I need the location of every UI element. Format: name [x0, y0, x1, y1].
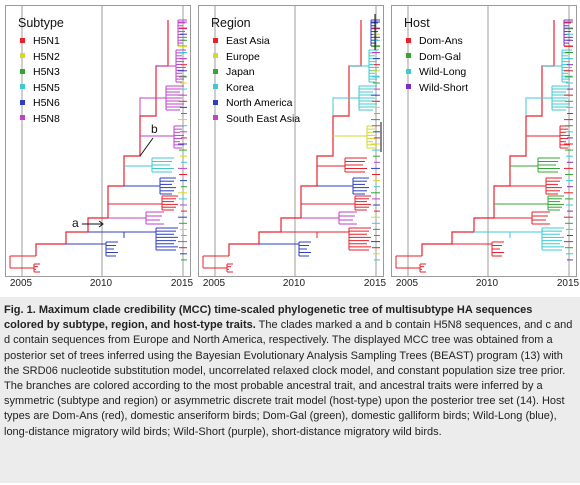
side-clade	[474, 231, 511, 238]
long-clade	[332, 97, 359, 116]
host-phylogenetic-tree	[395, 6, 573, 276]
legend-item-h5n5: H5N5	[20, 81, 60, 97]
legend-swatch	[20, 115, 25, 121]
legend-swatch	[406, 53, 411, 59]
legend-item-east-asia: East Asia	[213, 34, 300, 50]
subtype-tree-panel: Subtype H5N1 H5N2 H5N3 H5N5 H5N6 H5N8 b …	[5, 5, 191, 277]
figure-caption: Fig. 1. Maximum clade credibility (MCC) …	[0, 297, 580, 483]
legend-swatch	[406, 68, 411, 74]
tick-2015: 2015	[170, 278, 194, 289]
side-clade	[452, 243, 493, 250]
legend-item-wild-short: Wild-Short	[406, 81, 468, 97]
region-legend: East Asia Europe Japan Korea North Ameri…	[213, 34, 300, 127]
legend-swatch	[213, 84, 218, 90]
side-clade	[281, 231, 318, 238]
side-clade	[66, 243, 107, 250]
tree-backbone	[35, 20, 169, 256]
side-clade	[259, 243, 300, 250]
region-time-axis: 2005 2010 2015	[198, 278, 386, 292]
tick-2010: 2010	[282, 278, 306, 289]
legend-swatch	[20, 99, 25, 105]
host-panel-title: Host	[404, 16, 430, 30]
legend-swatch	[213, 99, 218, 105]
legend-swatch	[213, 68, 218, 74]
host-legend: Dom-Ans Dom-Gal Wild-Long Wild-Short	[406, 34, 468, 96]
legend-item-north-america: North America	[213, 96, 300, 112]
legend-item-dom-ans: Dom-Ans	[406, 34, 468, 50]
tree-backbone	[421, 20, 555, 256]
side-clade	[88, 231, 125, 238]
tree-backbone	[228, 20, 362, 256]
tick-2015: 2015	[363, 278, 387, 289]
legend-swatch	[213, 37, 218, 43]
legend-swatch	[213, 53, 218, 59]
legend-swatch	[406, 84, 411, 90]
legend-item-h5n3: H5N3	[20, 65, 60, 81]
region-phylogenetic-tree	[202, 6, 382, 276]
legend-item-south-east-asia: South East Asia	[213, 112, 300, 128]
legend-item-h5n1: H5N1	[20, 34, 60, 50]
region-tree-panel: Region East Asia Europe Japan Korea Nort…	[198, 5, 399, 277]
tick-2015: 2015	[556, 278, 580, 289]
tick-2010: 2010	[89, 278, 113, 289]
legend-swatch	[406, 37, 411, 43]
legend-swatch	[20, 53, 25, 59]
legend-swatch	[20, 84, 25, 90]
long-clade	[525, 97, 552, 116]
legend-item-europe: Europe	[213, 50, 300, 66]
legend-item-wild-long: Wild-Long	[406, 65, 468, 81]
subtype-phylogenetic-tree	[9, 6, 187, 276]
tick-2005: 2005	[202, 278, 226, 289]
subtype-panel-title: Subtype	[18, 16, 64, 30]
legend-item-h5n8: H5N8	[20, 112, 60, 128]
tick-2005: 2005	[9, 278, 33, 289]
region-panel-title: Region	[211, 16, 251, 30]
legend-item-h5n2: H5N2	[20, 50, 60, 66]
caption-body: The clades marked a and b contain H5N8 s…	[4, 319, 573, 438]
legend-item-h5n6: H5N6	[20, 96, 60, 112]
tick-2005: 2005	[395, 278, 419, 289]
legend-item-korea: Korea	[213, 81, 300, 97]
legend-swatch	[20, 68, 25, 74]
clade-a-arrowhead	[98, 220, 104, 228]
figure-1: Subtype H5N1 H5N2 H5N3 H5N5 H5N6 H5N8 b …	[5, 5, 579, 292]
legend-item-dom-gal: Dom-Gal	[406, 50, 468, 66]
long-clade	[139, 97, 166, 116]
subtype-legend: H5N1 H5N2 H5N3 H5N5 H5N6 H5N8	[20, 34, 60, 127]
host-tree-panel: Host Dom-Ans Dom-Gal Wild-Long Wild-Shor…	[391, 5, 577, 277]
tick-2010: 2010	[475, 278, 499, 289]
clade-label-a: a	[72, 216, 79, 230]
legend-item-japan: Japan	[213, 65, 300, 81]
clade-b-pointer	[139, 137, 154, 157]
subtype-time-axis: 2005 2010 2015	[5, 278, 193, 292]
host-time-axis: 2005 2010 2015	[391, 278, 579, 292]
clade-label-b: b	[151, 122, 158, 136]
legend-swatch	[213, 115, 218, 121]
legend-swatch	[20, 37, 25, 43]
caption-title: Fig. 1. Maximum clade credibility (MCC) …	[4, 304, 533, 332]
